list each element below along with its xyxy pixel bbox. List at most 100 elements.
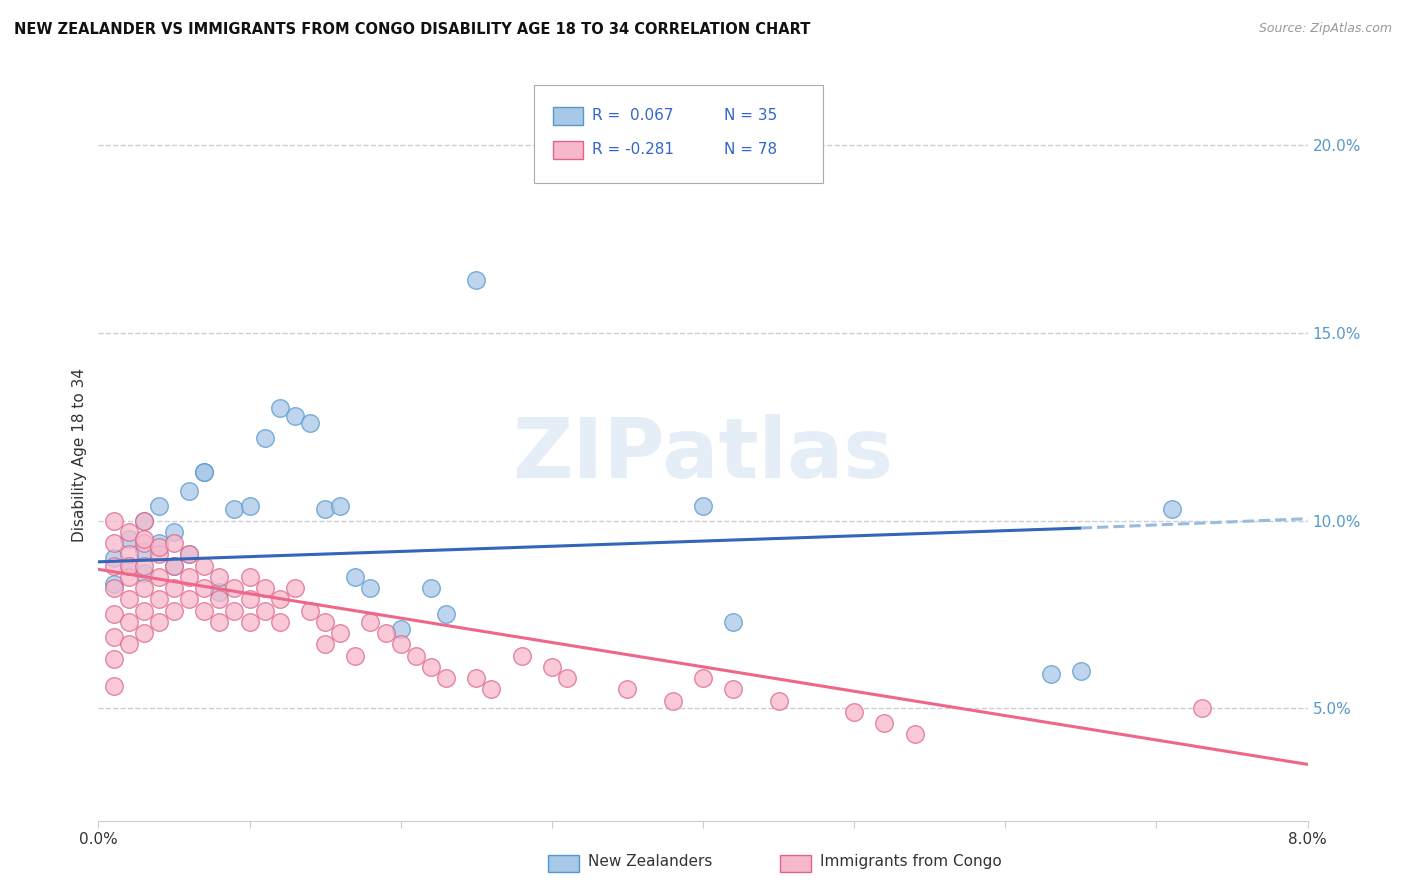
Point <box>314 637 336 651</box>
Point <box>239 615 262 629</box>
Point <box>163 558 186 573</box>
Point <box>132 626 155 640</box>
Point <box>768 693 790 707</box>
Point <box>163 524 186 539</box>
Point <box>103 536 125 550</box>
Point <box>148 540 170 554</box>
Point <box>692 671 714 685</box>
Point <box>405 648 427 663</box>
Point <box>132 533 155 547</box>
Y-axis label: Disability Age 18 to 34: Disability Age 18 to 34 <box>72 368 87 542</box>
Point <box>132 514 155 528</box>
Point <box>224 502 246 516</box>
Point <box>284 409 307 423</box>
Point <box>344 648 367 663</box>
Point <box>179 547 201 561</box>
Point <box>132 581 155 595</box>
Point <box>360 615 382 629</box>
Point <box>314 502 336 516</box>
Point <box>193 558 215 573</box>
Point <box>465 273 488 287</box>
Point <box>193 581 215 595</box>
Point <box>253 431 276 445</box>
Text: Immigrants from Congo: Immigrants from Congo <box>820 855 1001 869</box>
Point <box>299 604 322 618</box>
Point <box>193 604 215 618</box>
Point <box>389 637 412 651</box>
Point <box>329 499 352 513</box>
Text: N = 35: N = 35 <box>724 109 778 123</box>
Point <box>420 581 443 595</box>
Point <box>481 682 503 697</box>
Point <box>132 514 155 528</box>
Point <box>103 652 125 666</box>
Point <box>132 536 155 550</box>
Point <box>1039 667 1062 681</box>
Point <box>163 604 186 618</box>
Point <box>374 626 396 640</box>
Point <box>344 570 367 584</box>
Point <box>179 592 201 607</box>
Point <box>163 558 186 573</box>
Point <box>193 465 215 479</box>
Point <box>118 533 141 547</box>
Point <box>132 566 155 580</box>
Point <box>103 514 125 528</box>
Point <box>284 581 307 595</box>
Point <box>239 570 262 584</box>
Point <box>103 679 125 693</box>
Point <box>148 499 170 513</box>
Point <box>148 536 170 550</box>
Text: R =  0.067: R = 0.067 <box>592 109 673 123</box>
Point <box>118 558 141 573</box>
Point <box>360 581 382 595</box>
Point <box>1160 502 1182 516</box>
Point <box>179 483 201 498</box>
Point <box>208 570 231 584</box>
Point <box>118 547 141 561</box>
Text: Source: ZipAtlas.com: Source: ZipAtlas.com <box>1258 22 1392 36</box>
Point <box>420 660 443 674</box>
Point <box>616 682 638 697</box>
Point <box>692 499 714 513</box>
Point <box>132 558 155 573</box>
Point <box>103 551 125 566</box>
Point <box>148 570 170 584</box>
Point <box>118 570 141 584</box>
Text: ZIPatlas: ZIPatlas <box>513 415 893 495</box>
Point <box>540 660 562 674</box>
Point <box>510 648 533 663</box>
Point <box>1070 664 1092 678</box>
Point <box>329 626 352 640</box>
Point <box>1191 701 1213 715</box>
Point <box>661 693 683 707</box>
Point <box>103 607 125 622</box>
Point <box>224 604 246 618</box>
Point <box>904 727 927 741</box>
Point <box>314 615 336 629</box>
Point <box>118 524 141 539</box>
Point <box>179 570 201 584</box>
Point <box>118 558 141 573</box>
Point <box>239 592 262 607</box>
Point <box>434 671 457 685</box>
Point <box>269 401 291 415</box>
Text: New Zealanders: New Zealanders <box>588 855 711 869</box>
Point <box>163 536 186 550</box>
Point <box>253 581 276 595</box>
Point <box>118 592 141 607</box>
Point <box>132 543 155 558</box>
Point <box>103 630 125 644</box>
Point <box>465 671 488 685</box>
Text: R = -0.281: R = -0.281 <box>592 143 673 157</box>
Point <box>208 584 231 599</box>
Point <box>873 716 896 731</box>
Point <box>434 607 457 622</box>
Point <box>208 592 231 607</box>
Point <box>555 671 578 685</box>
Point <box>148 615 170 629</box>
Point <box>163 581 186 595</box>
Text: NEW ZEALANDER VS IMMIGRANTS FROM CONGO DISABILITY AGE 18 TO 34 CORRELATION CHART: NEW ZEALANDER VS IMMIGRANTS FROM CONGO D… <box>14 22 810 37</box>
Point <box>723 682 745 697</box>
Point <box>844 705 866 719</box>
